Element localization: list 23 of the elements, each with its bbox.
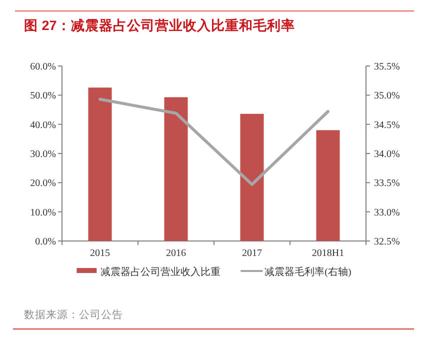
y2-tick-label: 35.5% [374, 62, 400, 72]
x-tick-label: 2016 [166, 248, 186, 259]
y-tick-label: 30.0% [30, 149, 56, 160]
x-tick-label: 2015 [90, 248, 110, 259]
x-tick-label: 2017 [242, 248, 262, 259]
chart-title: 图 27：减震器占公司营业收入比重和毛利率 [24, 17, 295, 33]
line-series [98, 98, 330, 186]
y-tick-label: 60.0% [30, 62, 56, 72]
y2-tick-label: 35.0% [374, 90, 400, 102]
source-note: 数据来源：公司公告 [24, 308, 123, 321]
y2-tick-label: 32.5% [374, 236, 400, 248]
y2-tick-label: 34.0% [374, 149, 400, 160]
y-tick-label: 40.0% [30, 120, 56, 131]
y-tick-label: 50.0% [30, 90, 56, 102]
legend-label: 减震器毛利率(右轴) [264, 266, 352, 278]
y2-tick-label: 33.5% [374, 178, 400, 190]
y-tick-label: 0.0% [35, 236, 56, 248]
y-tick-label: 10.0% [30, 207, 56, 218]
y2-tick-label: 33.0% [374, 207, 400, 218]
y2-tick-label: 34.5% [374, 120, 400, 131]
x-tick-label: 2018H1 [312, 248, 344, 259]
y-tick-label: 20.0% [30, 178, 56, 190]
legend-label: 减震器占公司营业收入比重 [100, 266, 221, 278]
